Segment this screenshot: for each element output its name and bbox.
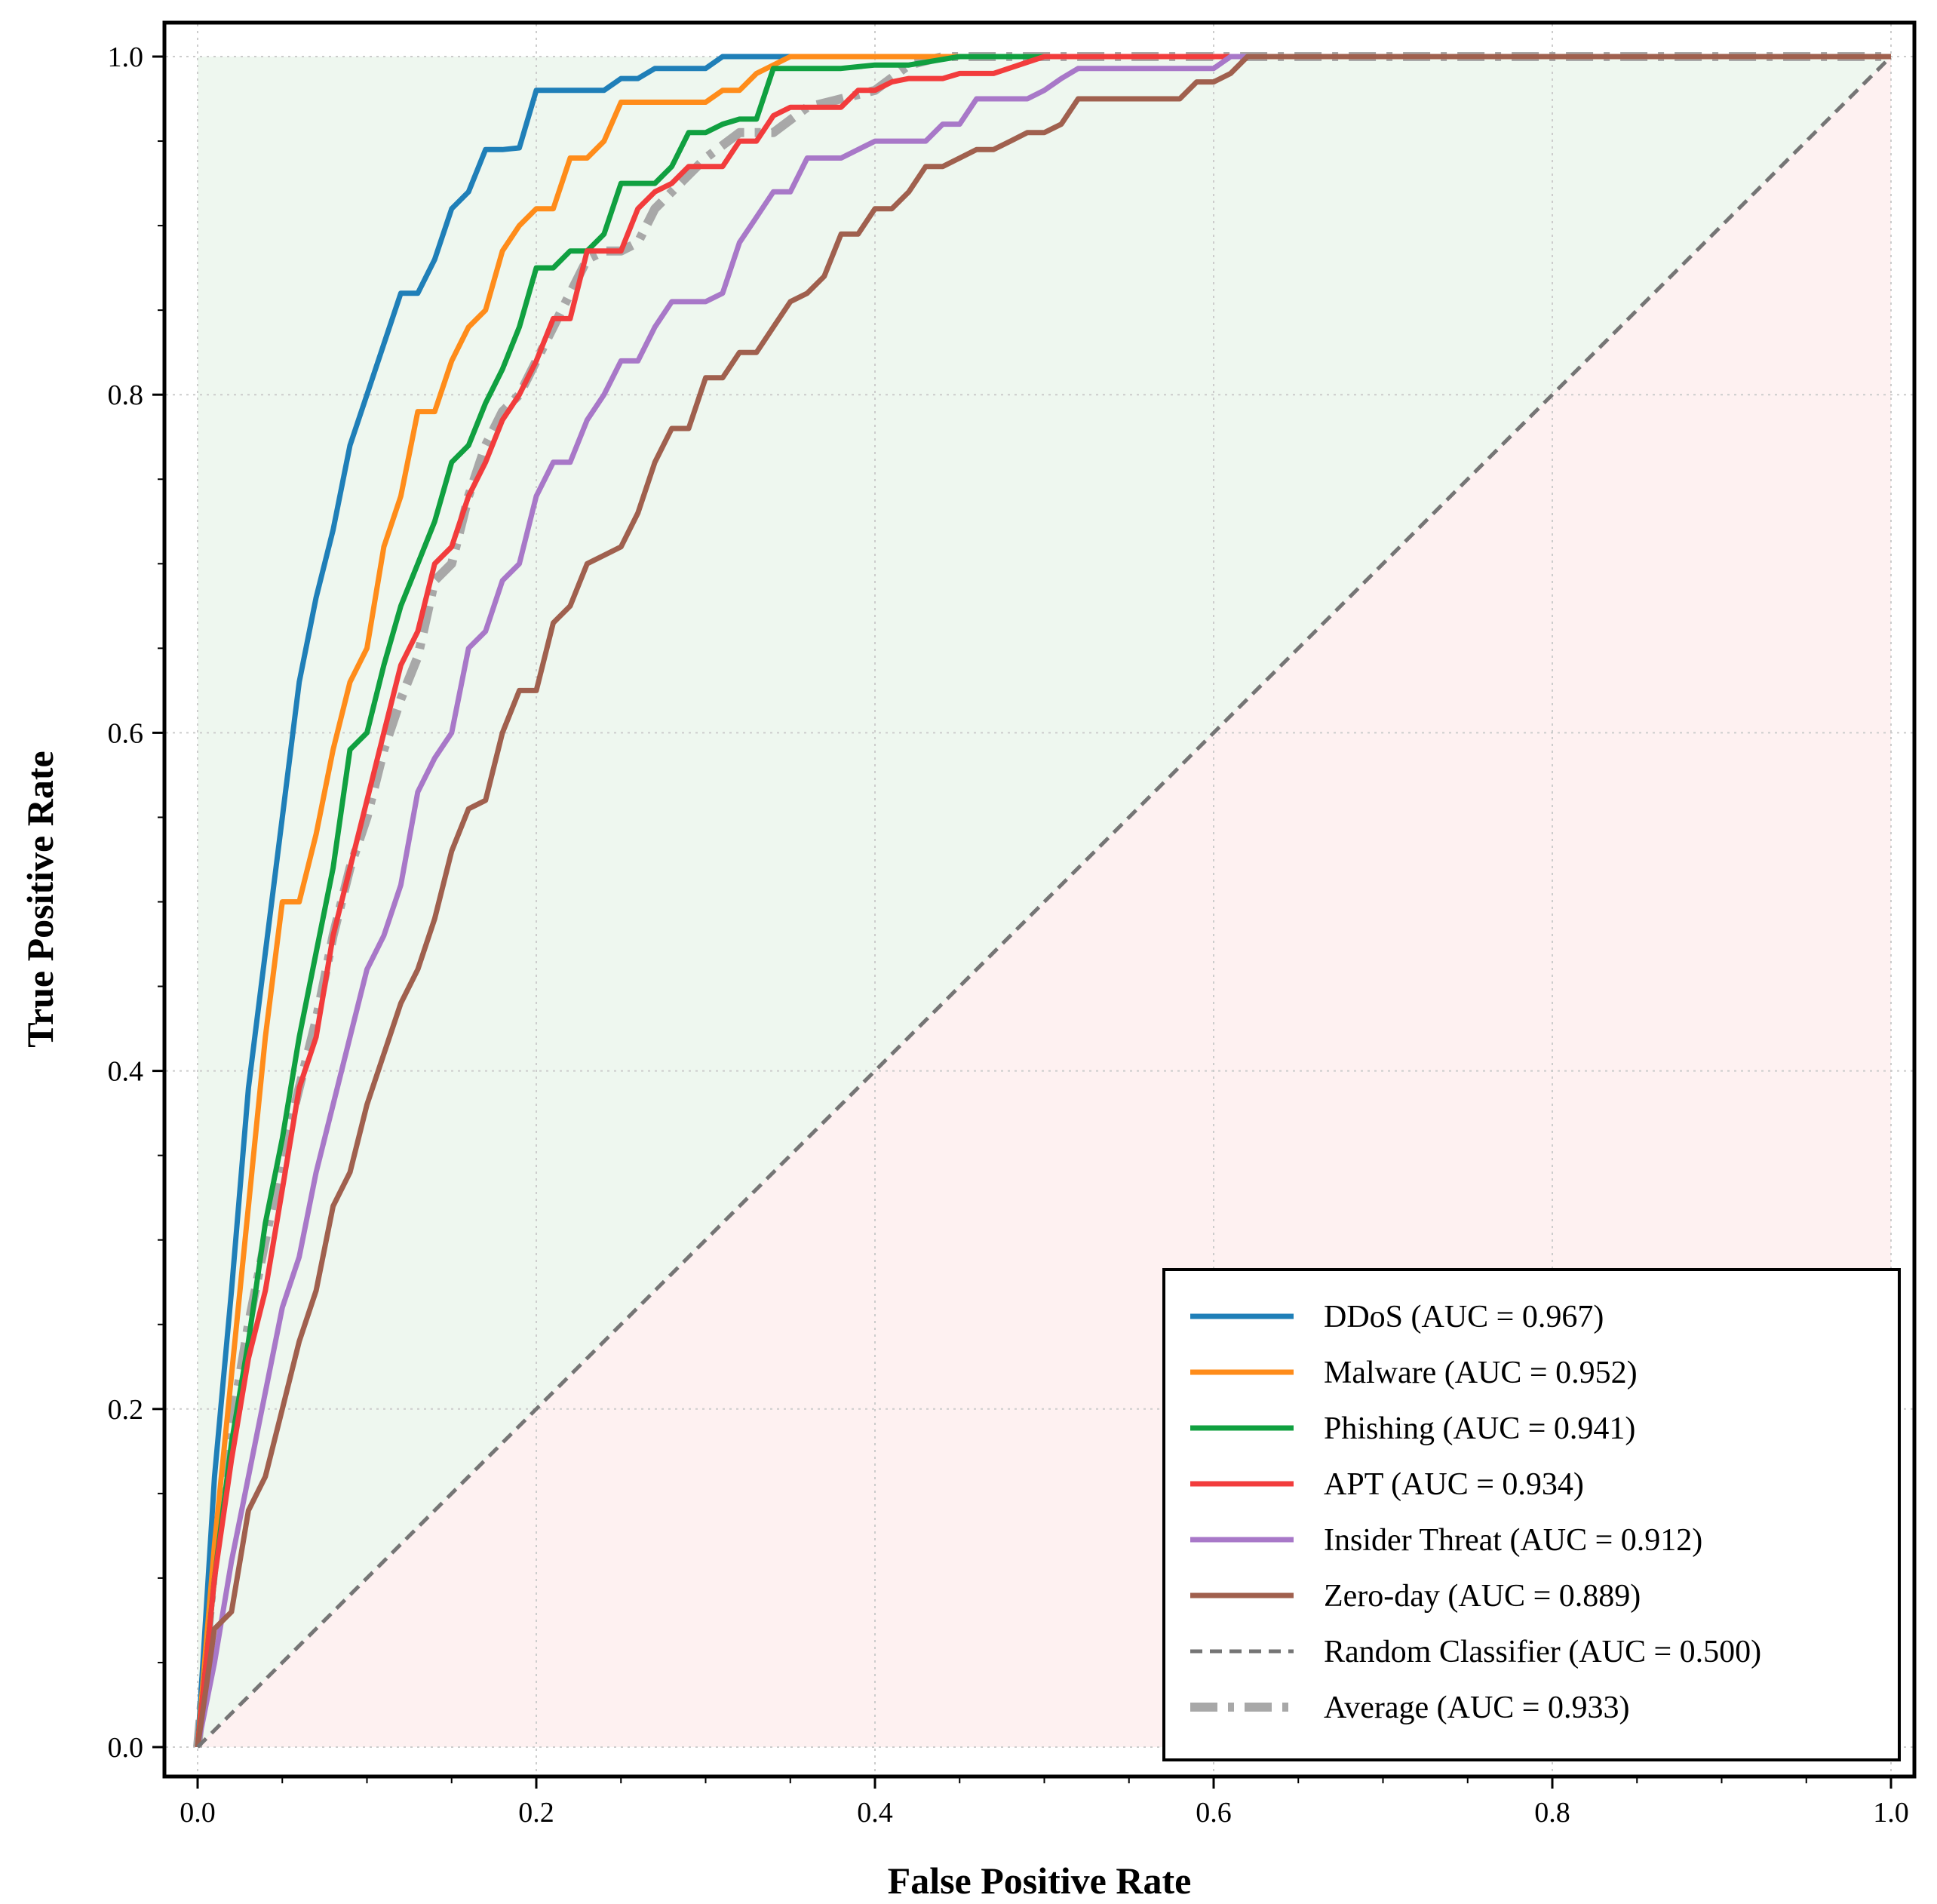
x-axis-label: False Positive Rate bbox=[888, 1859, 1192, 1902]
series-line-4 bbox=[195, 54, 1891, 1748]
series-line-5 bbox=[195, 54, 1891, 1748]
legend-label: Random Classifier (AUC = 0.500) bbox=[1324, 1635, 1761, 1669]
legend-label: Phishing (AUC = 0.941) bbox=[1324, 1411, 1635, 1446]
roc-curves bbox=[193, 52, 1892, 1749]
axis-ticks: 0.0 0.2 0.4 0.6 0.8 1.0 0.0 0.2 0.4 0.6 0.8 1.0 bbox=[108, 41, 1909, 1829]
plot-frame bbox=[162, 20, 1917, 1779]
series-line-1 bbox=[195, 54, 1891, 1748]
y-tick-label: 0.4 bbox=[108, 1056, 144, 1088]
legend: DDoS (AUC = 0.967) Malware (AUC = 0.952) P… bbox=[1162, 1268, 1901, 1761]
x-tick-label: 0.6 bbox=[1196, 1797, 1232, 1829]
legend-label: Malware (AUC = 0.952) bbox=[1324, 1356, 1638, 1390]
series-line-6 bbox=[195, 54, 1891, 1748]
legend-label: DDoS (AUC = 0.967) bbox=[1324, 1300, 1604, 1334]
x-tick-label: 0.2 bbox=[518, 1797, 554, 1829]
y-axis-label: True Positive Rate bbox=[19, 751, 61, 1047]
x-tick-label: 0.4 bbox=[857, 1797, 893, 1829]
x-tick-label: 1.0 bbox=[1873, 1797, 1909, 1829]
y-tick-label: 0.0 bbox=[108, 1732, 144, 1764]
series-line-8 bbox=[193, 52, 1891, 1748]
series-line-7 bbox=[196, 55, 1892, 1749]
legend-label: Zero-day (AUC = 0.889) bbox=[1324, 1579, 1641, 1614]
series-line-2 bbox=[195, 54, 1891, 1748]
y-tick-label: 0.2 bbox=[108, 1394, 144, 1426]
y-tick-label: 1.0 bbox=[108, 41, 144, 73]
y-tick-label: 0.8 bbox=[108, 379, 144, 411]
legend-box bbox=[1162, 1268, 1901, 1761]
x-tick-label: 0.8 bbox=[1534, 1797, 1570, 1829]
legend-label: Insider Threat (AUC = 0.912) bbox=[1324, 1523, 1702, 1558]
y-tick-label: 0.6 bbox=[108, 717, 144, 749]
series-line-3 bbox=[195, 54, 1891, 1748]
legend-label: APT (AUC = 0.934) bbox=[1324, 1467, 1584, 1502]
x-tick-label: 0.0 bbox=[180, 1797, 216, 1829]
legend-label: Average (AUC = 0.933) bbox=[1324, 1691, 1629, 1725]
